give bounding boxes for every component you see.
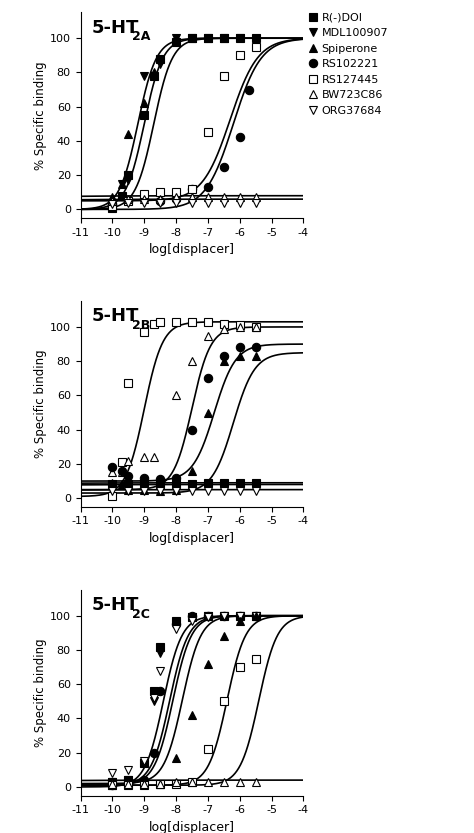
- Text: 5-HT: 5-HT: [92, 596, 139, 614]
- Y-axis label: % Specific binding: % Specific binding: [34, 638, 47, 747]
- Y-axis label: % Specific binding: % Specific binding: [34, 350, 47, 458]
- Legend: R(-)DOI, MDL100907, Spiperone, RS102221, RS127445, BW723C86, ORG37684: R(-)DOI, MDL100907, Spiperone, RS102221,…: [308, 12, 388, 116]
- X-axis label: log[displacer]: log[displacer]: [149, 821, 235, 833]
- Text: 2A: 2A: [132, 30, 150, 43]
- X-axis label: log[displacer]: log[displacer]: [149, 532, 235, 545]
- Text: 5-HT: 5-HT: [92, 307, 139, 326]
- Text: 2B: 2B: [132, 319, 150, 332]
- Text: 2C: 2C: [132, 607, 150, 621]
- X-axis label: log[displacer]: log[displacer]: [149, 243, 235, 257]
- Y-axis label: % Specific binding: % Specific binding: [34, 61, 47, 170]
- Text: 5-HT: 5-HT: [92, 18, 139, 37]
